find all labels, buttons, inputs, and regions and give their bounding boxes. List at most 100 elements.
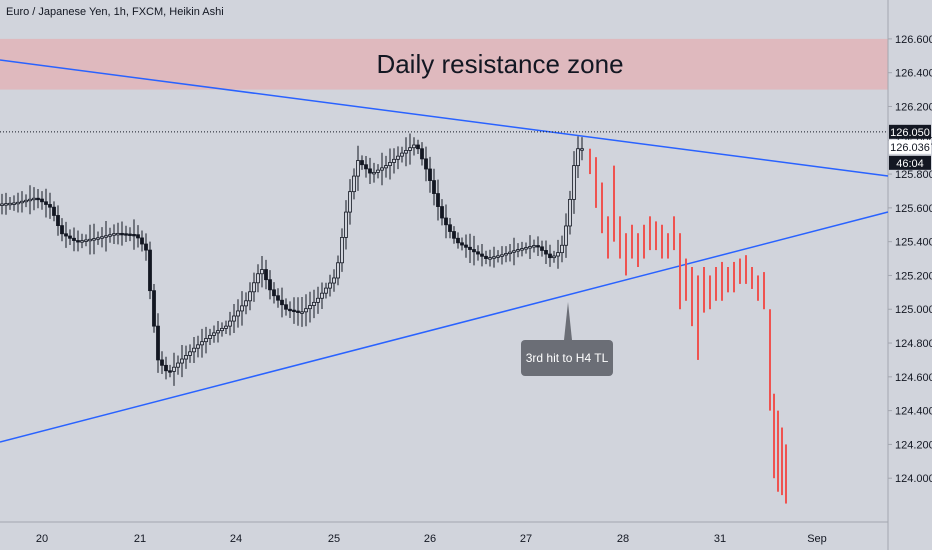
y-tick-label: 125.400 bbox=[895, 237, 932, 249]
candle-body bbox=[456, 237, 460, 244]
candle-body bbox=[572, 165, 576, 200]
candle-body bbox=[216, 330, 220, 334]
x-tick-label: 26 bbox=[424, 533, 436, 545]
candle-body bbox=[100, 236, 104, 239]
candle-body bbox=[304, 308, 308, 313]
candle-body bbox=[540, 246, 544, 251]
candle-body bbox=[136, 234, 140, 239]
candle-body bbox=[44, 201, 48, 205]
candle-body bbox=[360, 160, 364, 166]
x-tick-label: 25 bbox=[328, 533, 340, 545]
candle-body bbox=[520, 248, 524, 251]
y-tick-label: 125.600 bbox=[895, 203, 932, 215]
candle-body bbox=[104, 235, 108, 238]
candle-body bbox=[580, 148, 584, 151]
chart-title: Euro / Japanese Yen, 1h, FXCM, Heikin As… bbox=[6, 6, 224, 18]
candle-body bbox=[576, 148, 580, 167]
candle-body bbox=[320, 292, 324, 299]
candle-body bbox=[240, 305, 244, 312]
candle-body bbox=[152, 290, 156, 327]
candle-body bbox=[112, 233, 116, 236]
callout-box bbox=[521, 340, 613, 376]
candle-body bbox=[272, 289, 276, 297]
candle-body bbox=[168, 370, 172, 373]
upper-trendline bbox=[0, 59, 889, 177]
candle-body bbox=[108, 234, 112, 237]
candle-body bbox=[72, 237, 76, 241]
candle-body bbox=[124, 233, 128, 236]
candle-body bbox=[148, 249, 152, 292]
candle-body bbox=[348, 191, 352, 213]
candle-body bbox=[404, 150, 408, 154]
candle-body bbox=[324, 287, 328, 294]
candle-body bbox=[476, 251, 480, 255]
candle-body bbox=[132, 233, 136, 237]
candle-body bbox=[420, 148, 424, 160]
candle-body bbox=[552, 255, 556, 259]
candle-body bbox=[56, 215, 60, 227]
candle-body bbox=[284, 304, 288, 310]
candle-body bbox=[336, 262, 340, 279]
y-tick-label: 126.400 bbox=[895, 68, 932, 80]
x-tick-label: 28 bbox=[617, 533, 629, 545]
candle-body bbox=[484, 255, 488, 259]
candle-body bbox=[464, 244, 468, 248]
bid-price-tag: 126.036 bbox=[890, 142, 930, 154]
candle-body bbox=[560, 244, 564, 254]
candle-body bbox=[328, 282, 332, 289]
candle-body bbox=[364, 164, 368, 170]
candle-body bbox=[500, 254, 504, 257]
candle-body bbox=[252, 282, 256, 293]
candle-body bbox=[52, 206, 56, 216]
candle-body bbox=[276, 295, 280, 301]
candle-body bbox=[472, 249, 476, 253]
candle-body bbox=[12, 202, 16, 205]
bid-price-tag-bg bbox=[889, 139, 931, 154]
candle-body bbox=[412, 144, 416, 149]
candle-body bbox=[212, 332, 216, 336]
candle-body bbox=[432, 180, 436, 194]
candle-body bbox=[200, 341, 204, 346]
candle-body bbox=[156, 325, 160, 361]
candle-body bbox=[84, 239, 88, 242]
candle-body bbox=[496, 255, 500, 258]
candle-body bbox=[440, 206, 444, 219]
candle-body bbox=[176, 362, 180, 368]
candle-body bbox=[400, 152, 404, 157]
candle-body bbox=[196, 344, 200, 349]
candle-body bbox=[448, 224, 452, 232]
candle-body bbox=[140, 237, 144, 245]
candle-body bbox=[32, 197, 36, 201]
x-tick-label: 24 bbox=[230, 533, 242, 545]
candle-body bbox=[368, 168, 372, 174]
candle-body bbox=[76, 240, 80, 243]
y-tick-label: 125.800 bbox=[895, 169, 932, 181]
y-tick-label: 124.000 bbox=[895, 473, 932, 485]
candle-body bbox=[512, 250, 516, 253]
candle-body bbox=[128, 233, 132, 236]
candle-body bbox=[64, 233, 68, 237]
candle-body bbox=[24, 199, 28, 203]
candle-body bbox=[316, 297, 320, 303]
candle-body bbox=[40, 198, 44, 203]
candle-body bbox=[28, 198, 32, 202]
candle-body bbox=[172, 366, 176, 372]
candle-body bbox=[492, 256, 496, 259]
candle-body bbox=[508, 251, 512, 255]
candle-body bbox=[460, 242, 464, 246]
candle-body bbox=[208, 334, 212, 339]
candle-body bbox=[4, 203, 8, 206]
candle-body bbox=[268, 279, 272, 291]
x-tick-label: 21 bbox=[134, 533, 146, 545]
candle-body bbox=[376, 169, 380, 173]
candle-body bbox=[300, 311, 304, 314]
candle-body bbox=[444, 217, 448, 226]
candle-body bbox=[428, 168, 432, 181]
candle-body bbox=[424, 158, 428, 170]
candle-body bbox=[180, 358, 184, 364]
candle-body bbox=[332, 277, 336, 284]
candle-body bbox=[36, 197, 40, 201]
candle-body bbox=[48, 204, 52, 208]
